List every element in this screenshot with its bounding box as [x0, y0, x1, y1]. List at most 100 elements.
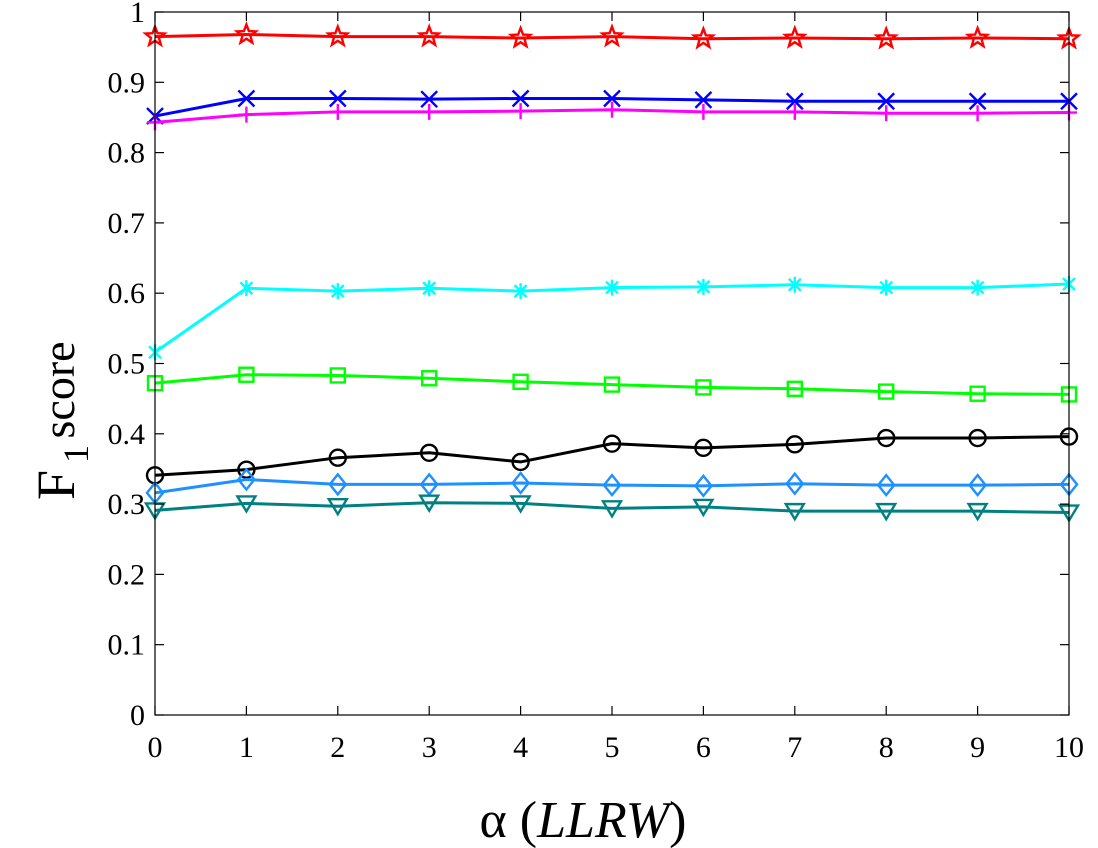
y-tick-label: 1 — [130, 0, 145, 29]
data-point-black-circle — [237, 460, 256, 479]
ticks-layer — [154, 11, 1070, 716]
data-point-red-star — [599, 23, 625, 48]
data-point-teal-triangle — [783, 502, 806, 522]
series-line-black-circle — [154, 435, 1070, 477]
data-point-teal-triangle — [600, 500, 624, 519]
data-point-cyan-asterisk — [330, 283, 345, 300]
data-point-magenta-plus — [878, 105, 895, 122]
data-point-green-square — [603, 376, 621, 393]
data-point-magenta-plus — [604, 101, 620, 118]
y-tick-label: 0.1 — [108, 629, 146, 662]
data-point-red-star — [507, 24, 534, 49]
data-point-lightblue-diamond — [419, 472, 439, 497]
x-axis-title-close: ) — [669, 792, 686, 848]
data-point-teal-triangle — [509, 495, 532, 514]
data-point-blue-x — [968, 92, 987, 111]
series-lightblue-diamond — [145, 467, 1079, 505]
y-tick-label: 0.7 — [108, 207, 146, 240]
x-tick-label: 2 — [330, 731, 345, 764]
data-point-lightblue-diamond — [693, 473, 713, 498]
data-point-cyan-asterisk — [696, 278, 711, 295]
data-point-green-square — [786, 380, 803, 398]
x-tick-label: 4 — [513, 731, 528, 764]
data-point-cyan-asterisk — [787, 276, 802, 293]
data-point-magenta-plus — [695, 103, 712, 120]
data-point-black-circle — [877, 428, 896, 448]
data-point-red-star — [690, 25, 717, 50]
data-point-black-circle — [968, 428, 987, 448]
series-line-lightblue-diamond — [154, 478, 1070, 495]
data-point-magenta-plus — [969, 105, 986, 122]
x-axis-title-greek: α — [480, 792, 507, 848]
data-point-green-square — [695, 379, 712, 396]
series-cyan-asterisk — [148, 276, 1076, 361]
data-point-red-star — [873, 25, 899, 50]
data-point-cyan-asterisk — [513, 283, 528, 300]
data-point-black-circle — [511, 452, 530, 472]
data-point-blue-x — [785, 92, 804, 111]
data-point-blue-x — [420, 90, 439, 109]
y-tick-label: 0 — [130, 699, 145, 732]
x-axis-title-open: ( — [507, 792, 537, 848]
tick-labels-layer: 0 1 2 3 4 5 6 7 8 9 10 0 0.1 0.2 0.3 0.4 0.5 0.6 0.7 0.8 0.9… — [108, 0, 1085, 764]
data-point-red-star — [233, 21, 260, 46]
y-tick-label: 0.3 — [108, 488, 146, 521]
series-line-teal-triangle — [154, 501, 1070, 515]
data-point-green-square — [421, 370, 438, 387]
data-point-cyan-asterisk — [239, 280, 254, 297]
data-point-green-square — [969, 385, 986, 402]
x-tick-label: 1 — [239, 731, 254, 764]
y-axis-title-suffix: score — [33, 341, 84, 450]
data-point-lightblue-diamond — [785, 471, 805, 496]
data-point-teal-triangle — [418, 494, 441, 514]
x-tick-label: 3 — [422, 731, 437, 764]
series-line-green-square — [154, 373, 1070, 396]
x-tick-label: 5 — [605, 731, 620, 764]
data-point-teal-triangle — [235, 495, 258, 514]
x-tick-label: 10 — [1054, 731, 1084, 764]
data-point-red-star — [325, 23, 351, 48]
data-point-blue-x — [511, 89, 530, 108]
data-point-teal-triangle — [966, 502, 989, 522]
data-point-magenta-plus — [329, 103, 346, 120]
data-point-cyan-asterisk — [422, 280, 437, 297]
data-point-cyan-asterisk — [879, 279, 894, 296]
y-tick-label: 0.2 — [108, 558, 146, 591]
data-point-black-circle — [420, 443, 439, 462]
series-line-red-star — [154, 33, 1070, 41]
data-point-lightblue-diamond — [968, 473, 988, 498]
data-point-black-circle — [328, 448, 347, 467]
y-axis-title: F 1 score — [26, 341, 96, 500]
data-point-lightblue-diamond — [876, 473, 896, 498]
x-tick-label: 7 — [787, 731, 802, 764]
data-point-lightblue-diamond — [511, 471, 531, 495]
series-teal-triangle — [143, 494, 1081, 523]
x-tick-label: 0 — [148, 731, 163, 764]
data-point-blue-x — [603, 89, 621, 108]
y-axis-title-subscript: 1 — [56, 445, 96, 463]
data-point-green-square — [512, 373, 529, 390]
y-axis-title-main: F — [26, 470, 86, 500]
y-tick-label: 0.8 — [108, 137, 146, 170]
data-point-blue-x — [328, 89, 347, 108]
data-point-red-star — [964, 24, 991, 49]
y-tick-label: 0.9 — [108, 66, 146, 99]
data-point-red-star — [416, 23, 442, 48]
data-point-lightblue-diamond — [328, 472, 348, 497]
data-point-teal-triangle — [326, 498, 349, 517]
series-green-square — [146, 366, 1078, 403]
x-axis-title: α (LLRW) — [480, 792, 687, 848]
data-point-magenta-plus — [786, 103, 803, 120]
series-red-star — [142, 21, 1082, 50]
x-tick-label: 9 — [970, 731, 985, 764]
data-point-blue-x — [694, 91, 713, 109]
data-point-black-circle — [694, 438, 713, 458]
x-tick-label: 6 — [696, 731, 711, 764]
data-point-magenta-plus — [512, 103, 529, 120]
data-point-lightblue-diamond — [602, 473, 622, 498]
data-point-green-square — [238, 366, 255, 383]
y-tick-label: 0.4 — [108, 418, 146, 451]
x-axis-title-italic: LLRW — [536, 792, 674, 848]
